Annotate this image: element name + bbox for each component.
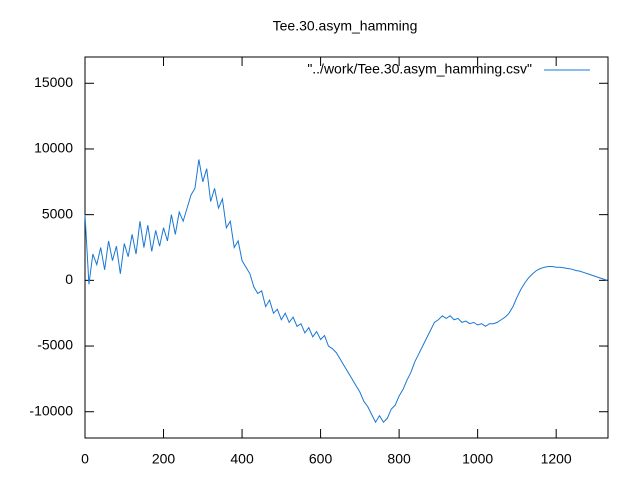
- y-tick-label: -10000: [29, 402, 73, 418]
- x-tick-label: 1200: [541, 451, 572, 467]
- plot-border: [84, 56, 609, 439]
- x-tick-label: 1000: [462, 451, 493, 467]
- data-line: [84, 159, 608, 424]
- x-tick-label: 200: [152, 451, 176, 467]
- chart-title: Tee.30.asym_hamming: [273, 18, 418, 34]
- x-tick-label: 0: [81, 451, 89, 467]
- x-tick-label: 400: [230, 451, 254, 467]
- y-tick-label: 15000: [34, 74, 73, 90]
- x-tick-label: 800: [387, 451, 411, 467]
- x-tick-label: 600: [309, 451, 333, 467]
- y-tick-label: 10000: [34, 140, 73, 156]
- y-tick-label: -5000: [37, 337, 73, 353]
- y-tick-label: 5000: [42, 205, 73, 221]
- y-tick-label: 0: [65, 271, 73, 287]
- legend-label: "../work/Tee.30.asym_hamming.csv": [307, 61, 532, 77]
